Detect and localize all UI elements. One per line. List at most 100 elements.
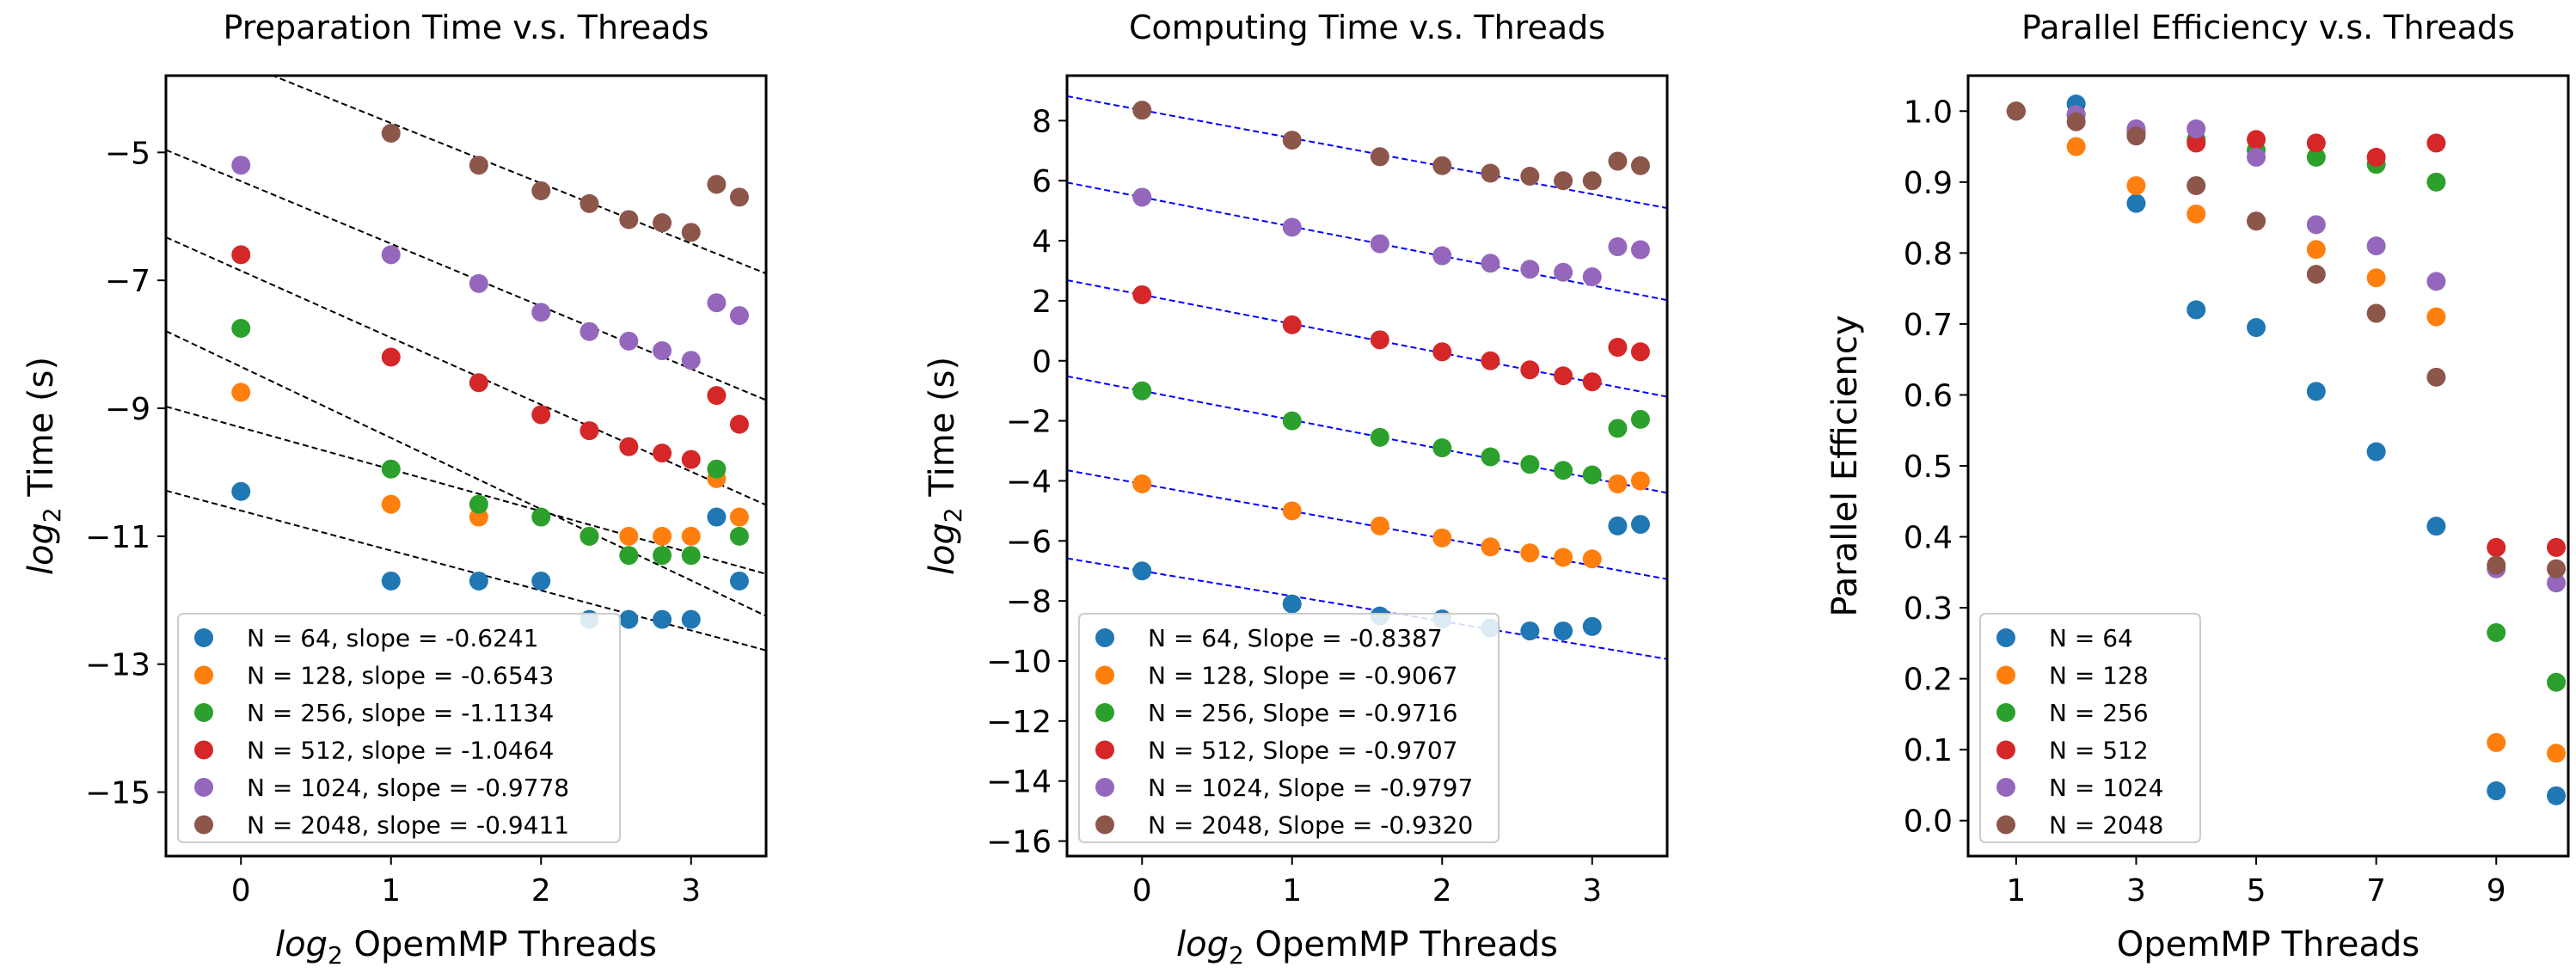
data-point — [1582, 372, 1602, 392]
x-tick-label: 1 — [1282, 873, 1302, 909]
y-tick-label: −16 — [986, 825, 1052, 860]
data-points — [231, 123, 749, 629]
data-point — [2126, 175, 2146, 195]
legend-marker — [1095, 628, 1114, 647]
data-point — [681, 546, 701, 566]
y-axis-label: log2 Time (s) — [923, 357, 967, 575]
data-point — [1554, 262, 1573, 282]
legend-entry: N = 128, Slope = -0.9067 — [1148, 662, 1457, 690]
legend-marker — [1996, 740, 2015, 760]
data-point — [469, 156, 488, 175]
chart-title: Preparation Time v.s. Threads — [224, 9, 709, 46]
y-tick-label: 0 — [1032, 345, 1052, 380]
data-point — [729, 187, 749, 207]
data-point — [681, 351, 701, 370]
fit-lines — [166, 76, 766, 652]
x-tick-label: 1 — [2006, 873, 2026, 909]
y-tick-label: −11 — [85, 520, 150, 555]
fit-line — [1067, 181, 1667, 302]
y-tick-label: 6 — [1032, 164, 1052, 199]
data-point — [1630, 471, 1650, 491]
y-tick-label: −8 — [1006, 584, 1052, 620]
y-tick-label: −9 — [105, 392, 150, 427]
legend-marker — [194, 815, 213, 835]
legend-entry: N = 512, Slope = -0.9707 — [1148, 737, 1457, 765]
data-point — [619, 526, 639, 546]
data-point — [2126, 193, 2146, 213]
data-point — [729, 526, 749, 546]
y-tick-label: −4 — [1006, 464, 1052, 499]
data-point — [1370, 516, 1389, 535]
legend-marker — [194, 703, 213, 722]
legend-entry: N = 64 — [2049, 624, 2133, 652]
legend-entry: N = 2048 — [2049, 811, 2163, 840]
data-point — [1582, 171, 1602, 191]
fit-line — [1067, 557, 1667, 660]
data-point — [2366, 442, 2386, 462]
data-point — [1370, 427, 1389, 447]
data-point — [580, 526, 599, 546]
data-point — [1370, 234, 1389, 254]
data-point — [1554, 366, 1573, 386]
y-tick-label: 0.7 — [1904, 308, 1953, 343]
data-point — [707, 386, 727, 406]
y-axis-label: Parallel Efficiency — [1825, 315, 1865, 616]
legend-marker — [1996, 665, 2015, 685]
data-point — [653, 341, 672, 361]
data-point — [2366, 268, 2386, 288]
data-point — [1481, 163, 1500, 183]
data-point — [2187, 133, 2206, 153]
y-tick-label: 8 — [1032, 104, 1052, 139]
legend-box — [177, 613, 621, 843]
data-point — [1608, 338, 1628, 358]
y-tick-label: −2 — [1006, 405, 1052, 440]
data-point — [1520, 166, 1540, 186]
y-tick-label: 1.0 — [1904, 95, 1953, 130]
data-point — [619, 437, 639, 456]
y-tick-label: −7 — [105, 264, 150, 299]
y-tick-label: −12 — [986, 705, 1052, 740]
data-point — [1554, 548, 1573, 567]
data-point — [1520, 543, 1540, 563]
data-point — [729, 414, 749, 434]
legend-marker — [194, 740, 213, 760]
legend-marker — [1996, 703, 2015, 722]
data-point — [1630, 240, 1650, 260]
data-point — [681, 609, 701, 629]
data-point — [1582, 616, 1602, 636]
x-tick-label: 1 — [381, 873, 401, 909]
x-tick-label: 3 — [2126, 873, 2146, 909]
y-tick-label: −15 — [85, 776, 150, 811]
x-tick-label: 2 — [531, 873, 551, 909]
data-point — [381, 245, 401, 265]
data-point — [1520, 360, 1540, 380]
data-point — [1608, 474, 1628, 493]
data-point — [2487, 781, 2506, 801]
legend: N = 64, Slope = -0.8387 N = 128, Slope = … — [1078, 613, 1500, 843]
data-point — [653, 609, 672, 629]
data-point — [707, 174, 727, 194]
data-point — [1132, 381, 1152, 401]
legend-entry: N = 128 — [2049, 662, 2149, 690]
fit-line — [166, 330, 766, 617]
data-point — [531, 303, 551, 322]
data-point — [2006, 101, 2026, 121]
fit-line — [166, 406, 766, 575]
data-point — [653, 444, 672, 463]
data-point — [2487, 622, 2506, 642]
x-tick-label: 3 — [1582, 873, 1602, 909]
data-point — [1432, 156, 1452, 175]
data-point — [707, 293, 727, 313]
data-point — [381, 494, 401, 514]
data-point — [1132, 474, 1152, 493]
data-point — [231, 382, 251, 402]
y-tick-label: 4 — [1032, 224, 1052, 260]
data-point — [707, 507, 727, 527]
fit-line — [1067, 279, 1667, 398]
data-point — [2187, 204, 2206, 223]
fit-lines — [1067, 95, 1667, 660]
data-point — [619, 546, 639, 566]
y-tick-label: 2 — [1032, 285, 1052, 320]
data-point — [580, 193, 599, 213]
data-point — [1132, 187, 1152, 207]
